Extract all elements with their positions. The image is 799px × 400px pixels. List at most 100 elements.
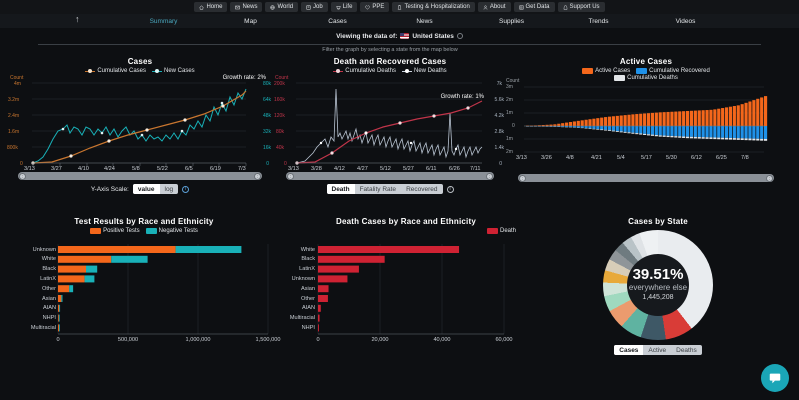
chat-support-button[interactable] (761, 364, 789, 392)
chart-title-death-race: Death Cases by Race and Ethnicity (336, 217, 476, 226)
legend-marker-line-dot (333, 69, 344, 73)
category-label: AIAN (301, 305, 315, 312)
top-navigation-bar: Home News World Job Life PPE Testing & H… (0, 0, 799, 14)
slider-handle-right[interactable]: ⋮ (766, 174, 773, 182)
y-tick: 1m (506, 136, 513, 142)
topnav-label: Get Data (525, 4, 550, 10)
subnav-item-map[interactable]: Map (244, 17, 257, 25)
y-axis-scale-controls: Y-Axis Scale: value log i (6, 184, 274, 194)
topnav-item-home[interactable]: Home (194, 2, 228, 12)
topnav-item-world[interactable]: World (265, 2, 299, 12)
death-race-svg (317, 244, 505, 335)
topnav-label: News (242, 4, 258, 10)
x-tick: 0 (316, 337, 320, 343)
viewing-data-bar: Viewing the data of: United States (0, 28, 799, 44)
x-tick: 1,500,000 (255, 337, 281, 343)
y-tick: 3m (506, 84, 513, 90)
legend-swatch (90, 228, 102, 234)
legend-item-active-cases[interactable]: Active Cases (582, 68, 630, 74)
legend-item-cumulative-deaths[interactable]: Cumulative Deaths (614, 75, 678, 81)
active-plot-area: Count 3m 2m 1m 0 1m 2m 3/13 3/26 4/8 4/2… (506, 78, 786, 166)
death-svg (295, 82, 483, 165)
y-tick-left: 2.4m (8, 113, 20, 119)
y-tick-right: 2.8k (494, 129, 504, 135)
state-metric-toggle[interactable]: Cases Active Deaths (614, 345, 702, 355)
y-tick-left: 160k (274, 97, 285, 103)
topnav-item-life[interactable]: Life (330, 2, 358, 12)
topnav-item-ppe[interactable]: PPE (360, 2, 390, 12)
y-axis-scale-toggle[interactable]: value log (132, 184, 179, 194)
x-tick: 0 (56, 337, 60, 343)
death-option-recovered[interactable]: Recovered (406, 185, 438, 193)
subnav-item-cases[interactable]: Cases (328, 17, 347, 25)
death-option-death[interactable]: Death (326, 184, 355, 194)
topnav-item-job[interactable]: Job (301, 2, 328, 12)
category-label: AIAN (42, 305, 56, 312)
category-label: Asian (42, 295, 56, 302)
news-icon (235, 5, 241, 9)
legend-marker-line-dot (85, 69, 96, 73)
legend-item-cumulative-cases[interactable]: Cumulative Cases (85, 68, 146, 74)
legend-death-recovered: Cumulative Deaths New Deaths (274, 68, 506, 74)
topnav-label: About (489, 4, 506, 10)
topnav-item-news[interactable]: News (230, 2, 263, 12)
legend-item-new-deaths[interactable]: New Deaths (402, 68, 447, 74)
cases-chart-panel: Cases Cumulative Cases New Cases Growth … (6, 49, 274, 209)
legend-item-death[interactable]: Death (486, 228, 516, 234)
legend-item-negative-tests[interactable]: Negative Tests (145, 228, 198, 234)
donut-value: 1,445,208 (642, 293, 674, 301)
legend-item-positive-tests[interactable]: Positive Tests (90, 228, 140, 234)
job-icon (306, 5, 311, 9)
y-axis-option-value[interactable]: value (132, 184, 160, 194)
topnav-item-get-data[interactable]: Get Data (513, 2, 555, 12)
y-tick-right: 0 (499, 161, 502, 167)
death-date-range-slider[interactable]: ⋮ ⋮ (286, 172, 494, 180)
x-tick: 1,000,000 (185, 337, 211, 343)
legend-label: Negative Tests (158, 228, 198, 234)
info-icon[interactable]: i (446, 185, 454, 193)
y-axis-option-log[interactable]: log (164, 185, 174, 193)
subnav-item-summary[interactable]: Summary (149, 17, 178, 25)
donut-chart[interactable]: 39.51% everywhere else 1,445,208 (603, 230, 713, 340)
info-icon[interactable]: i (182, 185, 190, 193)
x-tick: 4/10 (78, 166, 89, 172)
subnav-item-videos[interactable]: Videos (675, 17, 696, 25)
x-tick: 3/13 (516, 155, 527, 161)
state-tab-active[interactable]: Active (648, 346, 667, 354)
y-tick-right: 48k (262, 113, 271, 119)
topnav-item-testing-hospitalization[interactable]: Testing & Hospitalization (392, 2, 475, 12)
legend-swatch (145, 228, 157, 234)
slider-handle-right[interactable]: ⋮ (486, 172, 493, 180)
death-metric-toggle[interactable]: Death Fatality Rate Recovered (326, 184, 443, 194)
legend-item-cumulative-recovered[interactable]: Cumulative Recovered (636, 68, 710, 74)
death-option-fatality-rate[interactable]: Fatality Rate (359, 185, 397, 193)
legend-swatch (486, 228, 498, 234)
legend-label: New Cases (164, 68, 195, 74)
slider-handle-left[interactable]: ⋮ (19, 172, 26, 180)
x-tick: 4/12 (334, 166, 345, 172)
death-plot-area: Growth rate: 1% Count 200k 160k 120k 80k… (274, 75, 506, 172)
chart-title-test-results: Test Results by Race and Ethnicity (74, 217, 214, 226)
state-tab-deaths[interactable]: Deaths (676, 346, 697, 354)
globe-icon[interactable] (456, 33, 463, 39)
slider-handle-left[interactable]: ⋮ (519, 174, 526, 182)
subnav-item-news[interactable]: News (416, 17, 433, 25)
state-tab-cases[interactable]: Cases (614, 345, 644, 355)
subnav-item-trends[interactable]: Trends (588, 17, 609, 25)
scroll-to-top-arrow[interactable]: ↑ (75, 14, 80, 24)
active-date-range-slider[interactable]: ⋮ ⋮ (518, 174, 774, 182)
topnav-item-about[interactable]: About (477, 2, 511, 12)
category-label: Unknown (32, 246, 56, 253)
legend-label: Cumulative Deaths (627, 75, 678, 81)
x-tick: 5/4 (617, 155, 625, 161)
category-label: NHPI (301, 324, 315, 331)
legend-item-cumulative-deaths[interactable]: Cumulative Deaths (333, 68, 396, 74)
cases-date-range-slider[interactable]: ⋮ ⋮ (18, 172, 262, 180)
legend-item-new-cases[interactable]: New Cases (152, 68, 195, 74)
y-tick-right: 1.4k (494, 145, 504, 151)
subnav-item-supplies[interactable]: Supplies (499, 17, 524, 25)
topnav-item-support-us[interactable]: Support Us (557, 2, 605, 12)
test-results-svg (57, 244, 269, 335)
slider-handle-left[interactable]: ⋮ (287, 172, 294, 180)
slider-handle-right[interactable]: ⋮ (254, 172, 261, 180)
